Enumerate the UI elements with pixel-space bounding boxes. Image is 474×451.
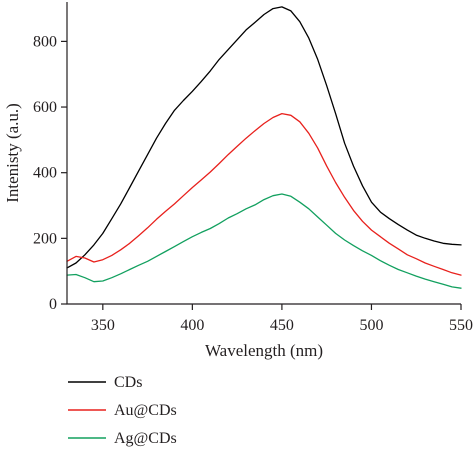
legend-label-0: CDs	[114, 374, 142, 391]
legend-label-1: Au@CDs	[114, 402, 177, 419]
axes	[66, 2, 461, 305]
y-tick-label: 0	[49, 296, 57, 313]
x-axis-ticks: 350 400 450 500 550	[91, 304, 473, 334]
y-tick-label: 200	[33, 230, 57, 247]
x-tick-label: 450	[270, 317, 294, 334]
x-tick-label: 400	[180, 317, 204, 334]
y-axis-title: Intenisty (a.u.)	[3, 103, 22, 203]
y-tick-label: 600	[33, 99, 57, 116]
series-line-0	[66, 6, 462, 269]
series-layer	[66, 6, 462, 289]
legend: CDs Au@CDs Ag@CDs	[68, 374, 177, 447]
y-tick-label: 400	[33, 165, 57, 182]
series-line-2	[66, 193, 462, 289]
x-axis-title: Wavelength (nm)	[205, 341, 323, 360]
y-axis-ticks: 0 200 400 600 800	[33, 33, 67, 313]
axis-frame	[66, 2, 461, 305]
x-tick-label: 550	[449, 317, 473, 334]
y-tick-label: 800	[33, 33, 57, 50]
x-tick-label: 350	[91, 317, 115, 334]
series-line-1	[66, 112, 462, 276]
legend-label-2: Ag@CDs	[114, 430, 177, 447]
x-tick-label: 500	[359, 317, 383, 334]
